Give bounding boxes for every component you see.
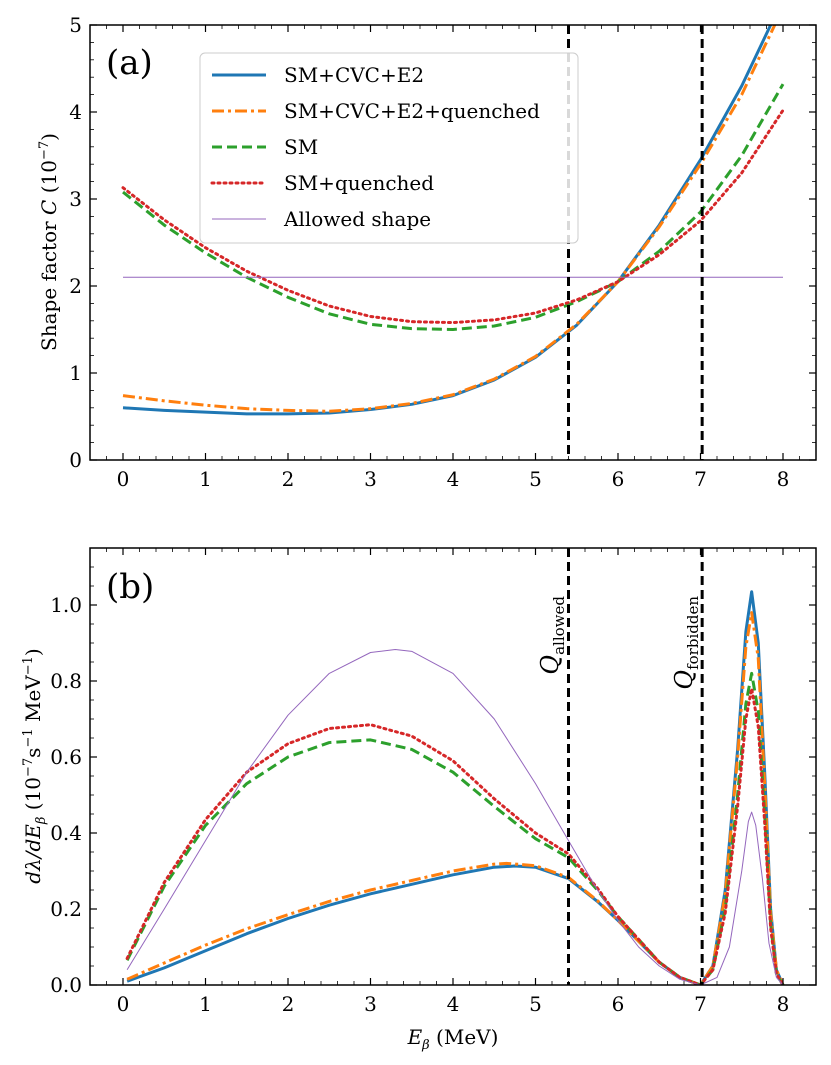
legend-label: SM+quenched: [284, 171, 434, 195]
panel-a-xtick-label: 6: [612, 467, 625, 491]
panel-b-xtick-label: 6: [612, 992, 625, 1016]
panel-b-xtick-label: 0: [117, 992, 130, 1016]
panel-a-ytick-label: 4: [69, 100, 82, 124]
panel-b-xtick-label: 2: [282, 992, 295, 1016]
panel-a-xtick-label: 8: [777, 467, 790, 491]
panel-b-series-sm: [125, 671, 785, 985]
panel-a-series-sm-cvc-e2-quenched: [122, 25, 777, 413]
panel-a-xtick-label: 5: [529, 467, 542, 491]
legend-label: Allowed shape: [283, 207, 431, 231]
panel-a-ticks: 0 1 2 3 4 5 6 7 8 0 1 2 3 4 5: [69, 13, 816, 491]
legend-label: SM: [284, 135, 318, 159]
panel-b-xtick-label: 4: [447, 992, 460, 1016]
panel-b-ytick-label: 1.0: [50, 593, 82, 617]
panel-b-ytick-label: 0.0: [50, 973, 82, 997]
panel-b-series-sm-cvc-e2-quenched: [126, 611, 785, 985]
panel-a-xtick-label: 7: [694, 467, 707, 491]
panel-b-frame: [89, 547, 817, 986]
panel-a-vlines: [567, 25, 704, 460]
panel-b-ylabel: dλ/dEβ (10−7s−1 MeV−1): [21, 648, 49, 883]
panel-a-ytick-label: 3: [69, 187, 82, 211]
panel-b-ytick-label: 0.8: [50, 669, 82, 693]
panel-a-xtick-label: 2: [282, 467, 295, 491]
panel-b-series-allowed-shape: [126, 648, 784, 985]
panel-a-ytick-label: 0: [69, 448, 82, 472]
panel-a-series: [121, 25, 785, 416]
panel-a: 0 1 2 3 4 5 6 7 8 0 1 2 3 4 5 (a) Shape factor C (10−7…: [37, 13, 817, 491]
panel-a-xtick-label: 4: [447, 467, 460, 491]
panel-a-series-sm: [122, 83, 785, 331]
panel-a-ytick-label: 2: [69, 274, 82, 298]
panel-b-xtick-label: 8: [777, 992, 790, 1016]
panel-b-label: (b): [106, 567, 154, 607]
panel-b-vlines: [567, 548, 704, 985]
panel-b-ticks: 0 1 2 3 4 5 6 7 8 0.0 0.2 0.4 0.6 0.8 1.0: [50, 547, 816, 1016]
panel-a-ytick-label: 5: [69, 13, 82, 37]
panel-b-xtick-label: 1: [199, 992, 212, 1016]
panel-a-series-sm-quenched: [121, 108, 785, 325]
panel-b: 0 1 2 3 4 5 6 7 8 0.0 0.2 0.4 0.6 0.8 1.0 (b) dλ/dEβ (…: [21, 547, 817, 1053]
legend-label: SM+CVC+E2: [284, 63, 424, 87]
legend-label: SM+CVC+E2+quenched: [284, 99, 540, 123]
panel-b-ytick-label: 0.2: [50, 897, 82, 921]
panel-a-ylabel: Shape factor C (10−7): [37, 133, 61, 351]
q-forbidden-label: Qforbidden: [670, 596, 702, 690]
panel-b-ytick-label: 0.4: [50, 821, 82, 845]
q-allowed-label: Qallowed: [536, 596, 568, 675]
panel-b-xlabel: Eβ (MeV): [407, 1025, 499, 1053]
panel-a-xtick-label: 0: [117, 467, 130, 491]
panel-a-label: (a): [106, 43, 153, 83]
panel-b-series-sm-quenched: [125, 687, 785, 985]
legend-box: [199, 52, 579, 244]
panel-b-xtick-label: 3: [364, 992, 377, 1016]
panel-a-ytick-label: 1: [69, 361, 82, 385]
panel-b-series: [125, 590, 785, 985]
panel-b-ytick-label: 0.6: [50, 745, 82, 769]
panel-a-xtick-label: 3: [364, 467, 377, 491]
panel-a-xtick-label: 1: [199, 467, 212, 491]
panel-b-xtick-label: 7: [694, 992, 707, 1016]
panel-b-xtick-label: 5: [529, 992, 542, 1016]
legend: SM+CVC+E2 SM+CVC+E2+quenched SM SM+quenched…: [199, 52, 579, 244]
